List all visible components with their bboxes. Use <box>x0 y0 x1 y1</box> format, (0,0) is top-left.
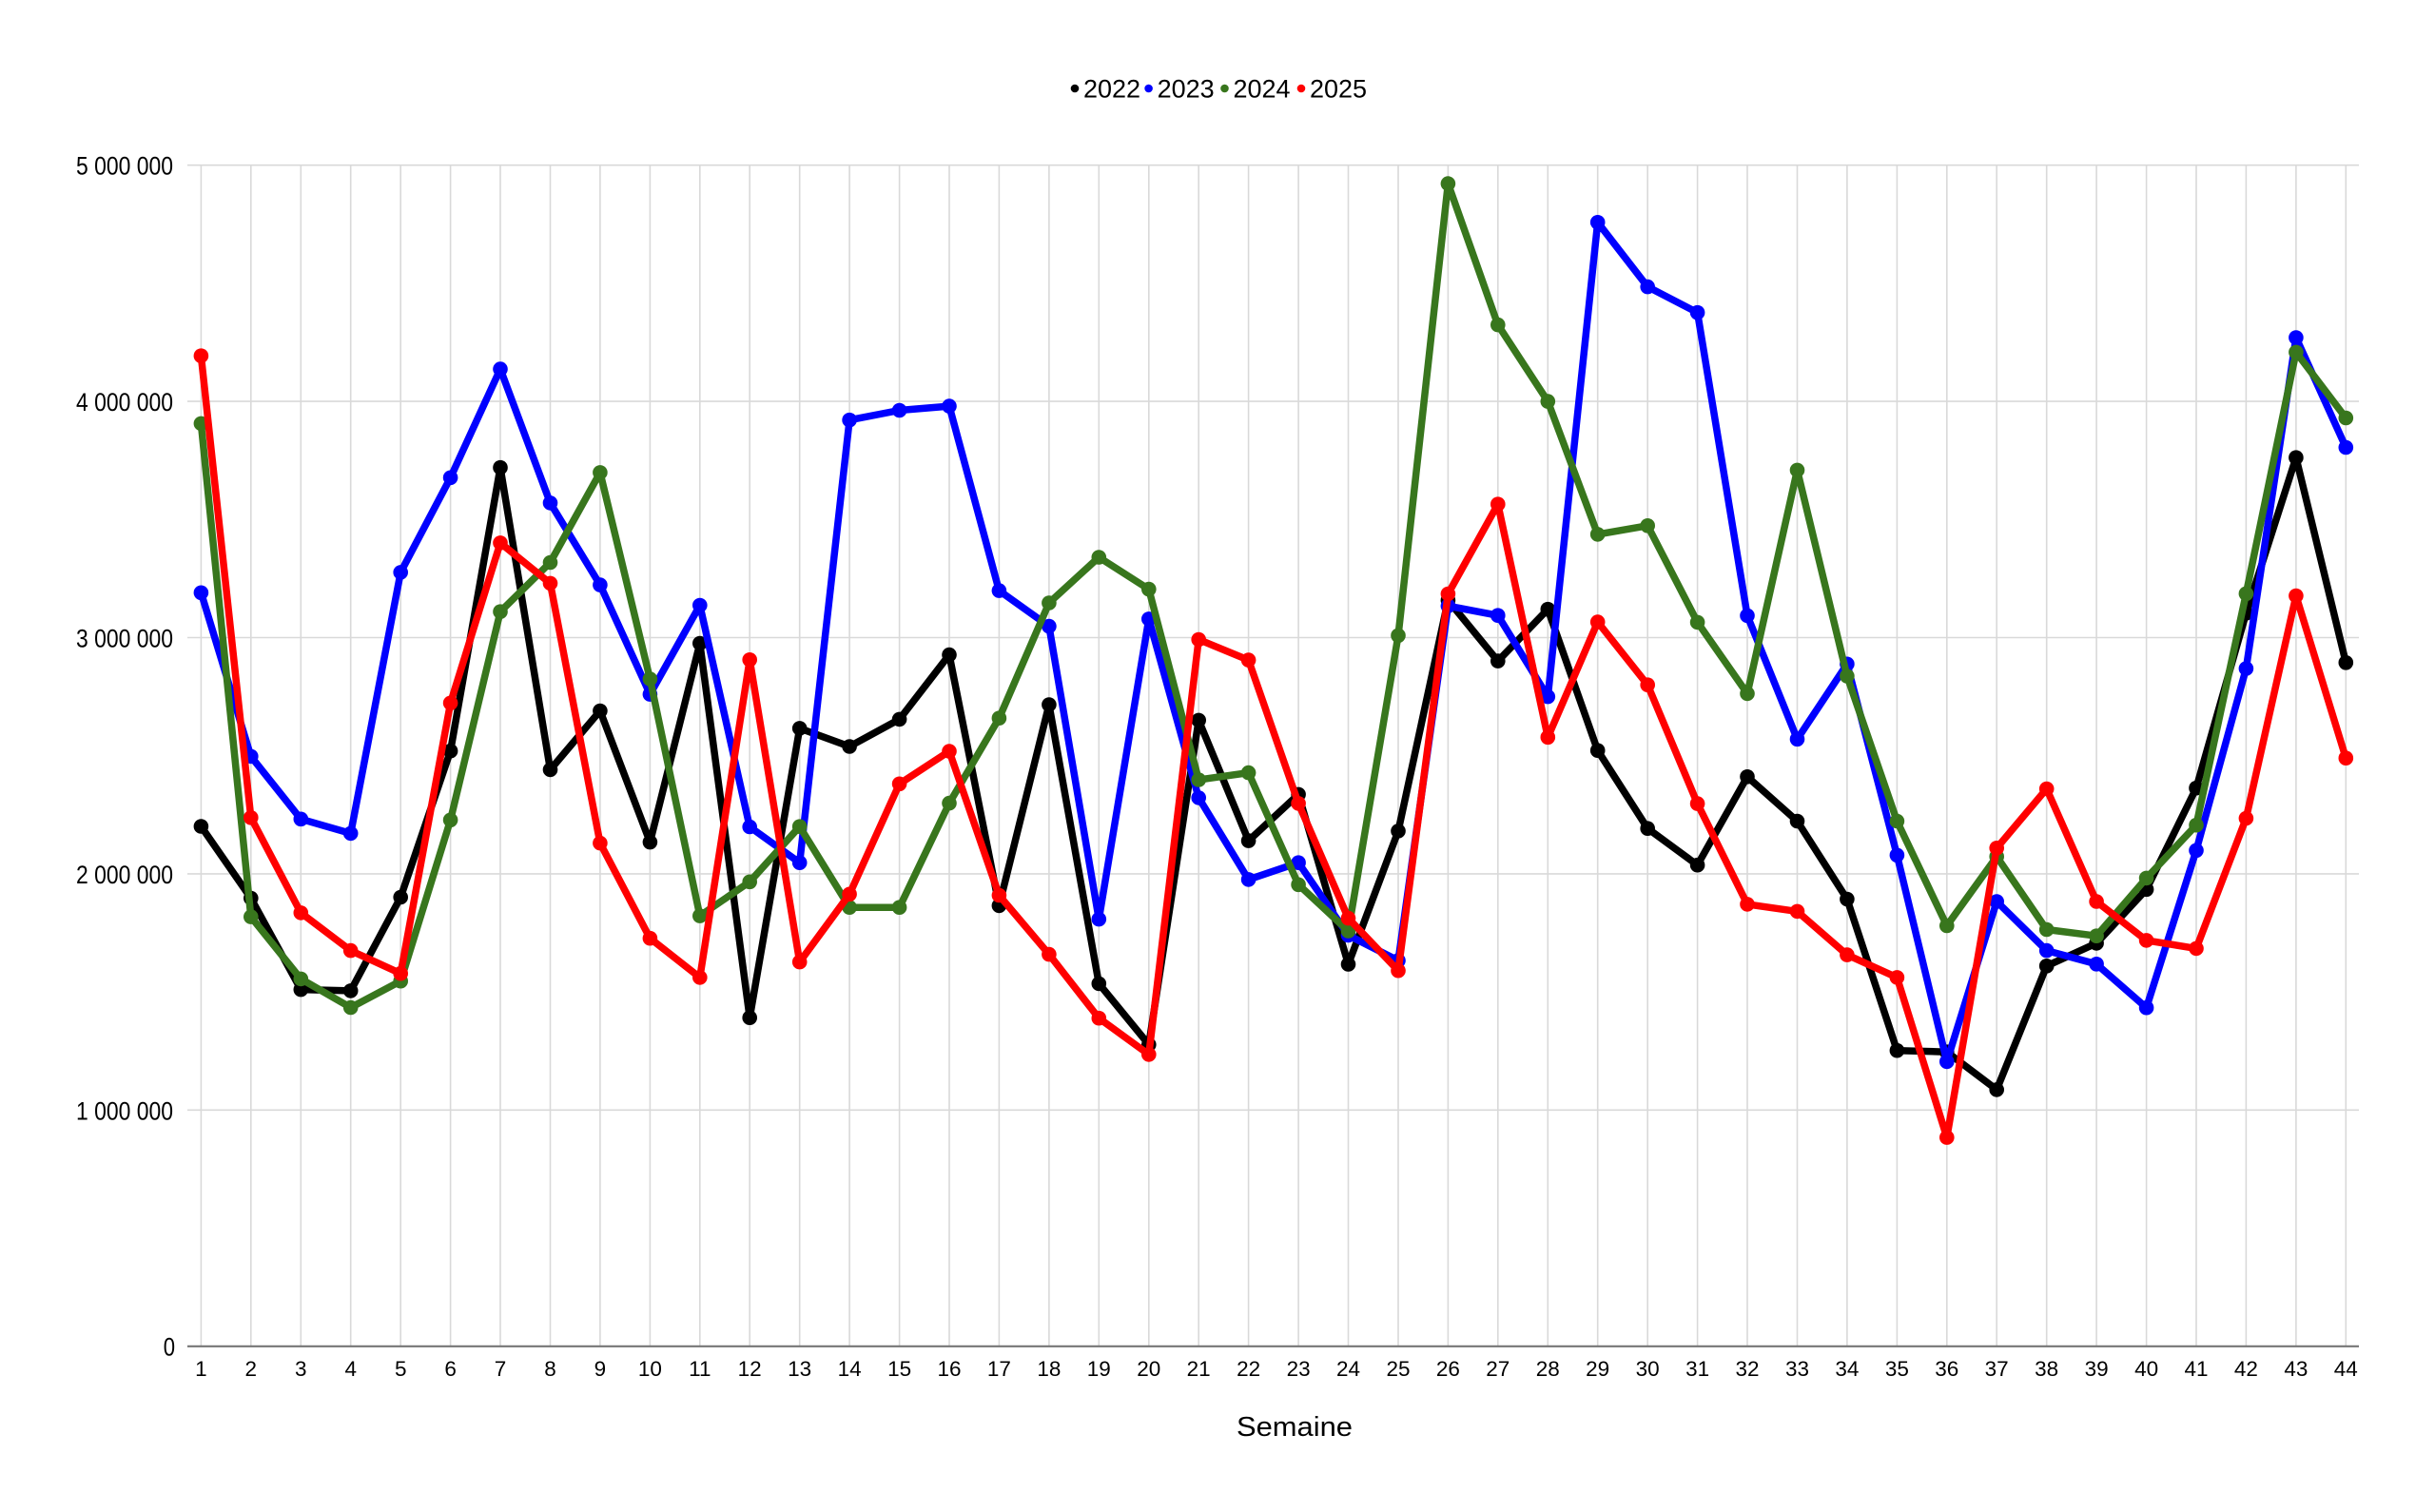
svg-text:17: 17 <box>987 1357 1011 1381</box>
svg-text:1 000 000: 1 000 000 <box>76 1096 173 1125</box>
svg-text:38: 38 <box>2035 1357 2058 1381</box>
svg-text:22: 22 <box>1237 1357 1260 1381</box>
svg-text:2022: 2022 <box>1083 74 1140 103</box>
svg-text:2023: 2023 <box>1158 74 1215 103</box>
svg-text:2: 2 <box>245 1357 258 1381</box>
svg-text:7: 7 <box>495 1357 507 1381</box>
svg-text:27: 27 <box>1486 1357 1510 1381</box>
svg-text:16: 16 <box>937 1357 961 1381</box>
svg-text:40: 40 <box>2134 1357 2158 1381</box>
svg-text:2 000 000: 2 000 000 <box>76 861 173 889</box>
svg-text:44: 44 <box>2334 1357 2358 1381</box>
svg-text:33: 33 <box>1785 1357 1809 1381</box>
svg-text:4 000 000: 4 000 000 <box>76 388 173 417</box>
svg-text:3: 3 <box>295 1357 307 1381</box>
svg-text:41: 41 <box>2184 1357 2208 1381</box>
svg-text:13: 13 <box>788 1357 811 1381</box>
svg-text:34: 34 <box>1835 1357 1859 1381</box>
svg-text:29: 29 <box>1586 1357 1609 1381</box>
svg-text:2025: 2025 <box>1310 74 1367 103</box>
svg-text:2024: 2024 <box>1234 74 1291 103</box>
svg-text:14: 14 <box>838 1357 862 1381</box>
svg-text:5: 5 <box>395 1357 407 1381</box>
svg-text:23: 23 <box>1287 1357 1311 1381</box>
svg-text:3 000 000: 3 000 000 <box>76 625 173 653</box>
svg-text:4: 4 <box>344 1357 357 1381</box>
svg-text:8: 8 <box>544 1357 556 1381</box>
svg-text:15: 15 <box>887 1357 911 1381</box>
svg-text:25: 25 <box>1386 1357 1410 1381</box>
svg-text:20: 20 <box>1137 1357 1160 1381</box>
svg-text:39: 39 <box>2085 1357 2109 1381</box>
svg-text:19: 19 <box>1087 1357 1111 1381</box>
svg-text:28: 28 <box>1536 1357 1560 1381</box>
svg-text:36: 36 <box>1935 1357 1958 1381</box>
svg-text:42: 42 <box>2234 1357 2258 1381</box>
svg-text:9: 9 <box>594 1357 607 1381</box>
svg-text:37: 37 <box>1985 1357 2009 1381</box>
svg-text:Semaine: Semaine <box>1237 1412 1353 1443</box>
svg-text:6: 6 <box>444 1357 457 1381</box>
svg-text:12: 12 <box>738 1357 762 1381</box>
svg-text:18: 18 <box>1037 1357 1061 1381</box>
svg-text:26: 26 <box>1436 1357 1460 1381</box>
svg-text:21: 21 <box>1187 1357 1211 1381</box>
svg-text:1: 1 <box>195 1357 207 1381</box>
svg-text:0: 0 <box>164 1333 175 1362</box>
svg-text:43: 43 <box>2284 1357 2308 1381</box>
svg-text:32: 32 <box>1735 1357 1759 1381</box>
svg-text:11: 11 <box>689 1357 711 1381</box>
svg-text:5 000 000: 5 000 000 <box>76 152 173 181</box>
svg-text:31: 31 <box>1685 1357 1709 1381</box>
svg-text:24: 24 <box>1336 1357 1360 1381</box>
svg-text:10: 10 <box>638 1357 662 1381</box>
svg-text:30: 30 <box>1636 1357 1660 1381</box>
svg-text:35: 35 <box>1885 1357 1909 1381</box>
